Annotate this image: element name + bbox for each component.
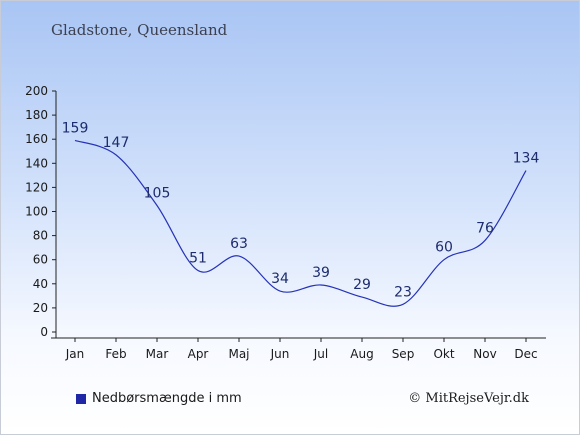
credit-text: © MitRejseVejr.dk [408, 391, 529, 406]
x-tick-label: Jun [270, 347, 290, 361]
legend-label: Nedbørsmængde i mm [92, 391, 242, 406]
data-label: 39 [312, 265, 330, 281]
y-tick-label: 140 [25, 156, 48, 170]
legend: Nedbørsmængde i mm [76, 391, 242, 406]
x-tick-label: Dec [514, 347, 537, 361]
data-label: 76 [476, 220, 494, 236]
data-label: 23 [394, 284, 412, 300]
y-tick-label: 20 [33, 301, 48, 315]
y-tick-label: 120 [25, 180, 48, 194]
legend-swatch [76, 393, 86, 404]
data-label: 63 [230, 236, 248, 252]
data-label: 159 [62, 120, 89, 136]
y-tick-label: 100 [25, 205, 48, 219]
y-tick-label: 0 [40, 325, 48, 339]
data-label: 105 [144, 185, 171, 201]
data-label: 60 [435, 240, 453, 256]
y-tick-label: 80 [33, 229, 48, 243]
x-tick-label: Mar [146, 347, 169, 361]
y-tick-label: 180 [25, 108, 48, 122]
x-tick-label: Okt [433, 347, 454, 361]
data-label: 147 [103, 135, 130, 151]
y-tick-label: 200 [25, 84, 48, 98]
y-tick-label: 60 [33, 253, 48, 267]
x-tick-label: Feb [105, 347, 126, 361]
data-label: 51 [189, 251, 207, 267]
x-tick-label: Nov [473, 347, 496, 361]
x-tick-label: Jul [313, 347, 328, 361]
y-tick-label: 160 [25, 132, 48, 146]
data-label: 29 [353, 277, 371, 293]
series-line [74, 139, 527, 307]
x-tick-label: Maj [228, 347, 249, 361]
data-label: 134 [513, 151, 540, 167]
x-tick-label: Aug [350, 347, 373, 361]
x-tick-label: Apr [188, 347, 209, 361]
data-label: 34 [271, 271, 289, 287]
x-tick-label: Sep [392, 347, 415, 361]
x-tick-label: Jan [65, 347, 85, 361]
y-tick-label: 40 [33, 277, 48, 291]
chart-title: Gladstone, Queensland [51, 21, 228, 39]
